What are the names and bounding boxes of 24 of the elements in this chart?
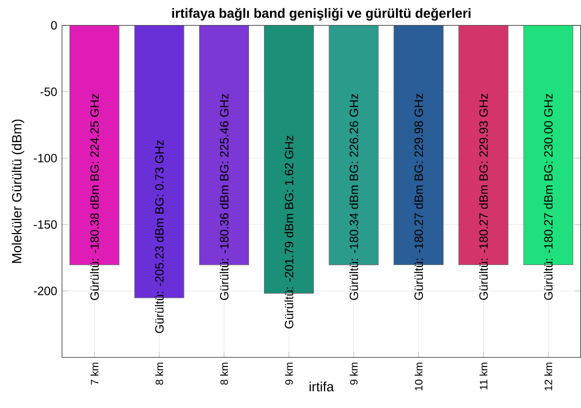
x-tick-label: 9 km	[350, 362, 358, 385]
x-tick-label: 10 km	[414, 362, 422, 390]
data-label: Gürültü: -180.27 dBm BG: 229.98 GHz	[414, 94, 423, 300]
y-tick-label: -150	[34, 220, 57, 229]
data-label: Gürültü: -180.27 dBm BG: 229.93 GHz	[479, 94, 488, 300]
x-tick-label: 11 km	[480, 362, 488, 390]
data-label: Gürültü: -205.23 dBm BG: 0.73 GHz	[154, 140, 164, 334]
y-tick-label: 0	[51, 21, 57, 30]
y-axis-title: Moleküler Gürültü (dBm)	[12, 120, 24, 263]
y-tick-label: -50	[40, 87, 57, 96]
data-label: Gürültü: -180.38 dBm BG: 224.25 GHz	[90, 94, 99, 300]
x-axis-title: irtifa	[310, 382, 334, 392]
y-tick-label: -100	[34, 154, 57, 162]
data-label: Gürültü: -201.79 dBm BG: 1.62 GHz	[284, 136, 294, 328]
chart-title: irtifaya bağlı band genişliği ve gürültü değerleri	[172, 8, 470, 21]
data-label: Gürültü: -180.36 dBm BG: 225.46 GHz	[220, 94, 228, 300]
x-tick-label: 12 km	[544, 362, 552, 390]
x-tick-label: 8 km	[220, 362, 228, 385]
data-label: Gürültü: -180.27 dBm BG: 230.00 GHz	[544, 94, 553, 300]
data-label: Gürültü: -180.34 dBm BG: 226.26 GHz	[349, 94, 358, 300]
x-tick-label: 7 km	[90, 362, 98, 385]
x-tick-label: 9 km	[284, 362, 293, 385]
y-tick-label: -200	[34, 286, 57, 296]
x-tick-label: 8 km	[155, 362, 164, 385]
